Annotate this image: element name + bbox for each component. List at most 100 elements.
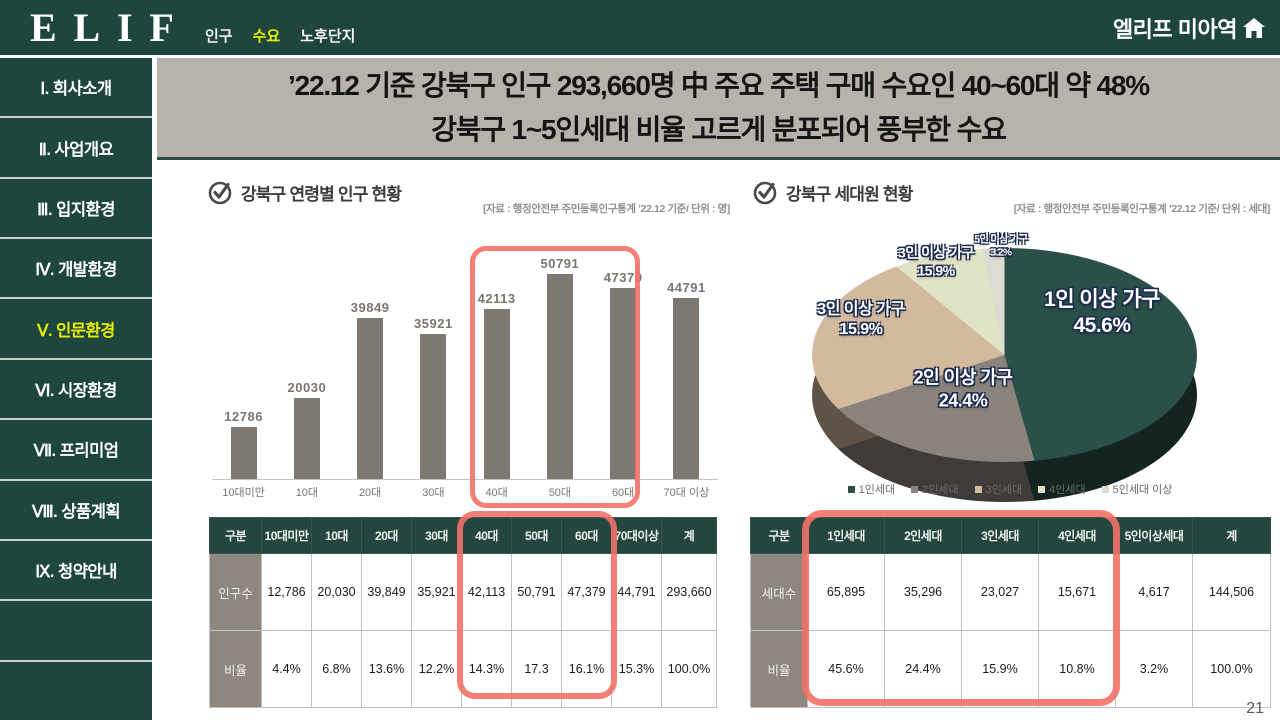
cell: 24.4% <box>884 630 962 708</box>
x-tick-label: 40대 <box>485 487 508 499</box>
cell: 44,791 <box>611 553 662 631</box>
pie-label-5: 5인 이상 가구 3.2% <box>974 234 1028 259</box>
cell: 12,786 <box>261 553 312 631</box>
top-nav: 인구 수요 노후단지 <box>205 25 355 46</box>
cell: 100.0% <box>661 630 717 708</box>
cell: 20,030 <box>311 553 362 631</box>
bar-slot: 44791 <box>655 280 718 479</box>
col-header: 4인세대 <box>1038 517 1116 554</box>
col-header: 40대 <box>461 517 512 554</box>
household-pie-chart <box>812 248 1197 506</box>
top-bar: ELIF 인구 수요 노후단지 엘리프 미아역 <box>0 0 1280 55</box>
bar <box>420 334 447 479</box>
top-nav-ingu[interactable]: 인구 <box>205 28 233 45</box>
pie-label-4: 3인 이상 가구 15.9% <box>898 244 974 279</box>
home-icon <box>1243 17 1265 38</box>
cell: 4.4% <box>261 630 312 708</box>
cell: 45.6% <box>807 630 885 708</box>
x-tick-label: 50대 <box>548 487 572 499</box>
table-row: 인구수 12,786 20,030 39,849 35,921 42,113 5… <box>209 553 717 631</box>
pie-label-1: 1인 이상 가구 45.6% <box>1044 287 1160 337</box>
headline-band: ’22.12 기준 강북구 인구 293,660명 中 주요 주택 구매 수요인… <box>157 58 1280 160</box>
cell: 17.3 <box>511 630 562 708</box>
sidebar-item-company[interactable]: Ⅰ. 회사소개 <box>0 58 152 119</box>
col-header: 계 <box>1192 517 1271 554</box>
cell: 144,506 <box>1192 553 1271 631</box>
legend-swatch <box>911 485 919 493</box>
col-header: 10대 <box>311 517 362 554</box>
table-row: 세대수 65,895 35,296 23,027 15,671 4,617 14… <box>750 553 1271 631</box>
x-tick-label: 60대 <box>611 487 635 499</box>
pie-label-2: 2인 이상 가구 24.4% <box>913 367 1013 411</box>
col-header: 3인세대 <box>961 517 1039 554</box>
bar-slot: 50791 <box>528 256 591 479</box>
bar-value-label: 35921 <box>414 316 453 331</box>
age-population-bar-chart: 12786 20030 39849 35921 42113 50791 4737… <box>212 242 718 480</box>
table-header-row: 구분 10대미만 10대 20대 30대 40대 50대 60대 70대이상 계 <box>209 517 717 554</box>
left-source-note: [자료 : 행정안전부 주민등록인구통계 ’22.12 기준/ 단위 : 명] <box>482 203 730 215</box>
x-tick-label: 70대 이상 <box>663 487 710 499</box>
legend-swatch <box>1038 485 1046 493</box>
page-number: 21 <box>1246 700 1264 717</box>
cell: 12.2% <box>411 630 462 708</box>
bar-slot: 20030 <box>275 380 338 479</box>
col-header: 5인이상세대 <box>1115 517 1193 554</box>
pie-label-3: 3인 이상 가구 15.9% <box>817 301 905 338</box>
cell: 15.3% <box>611 630 662 708</box>
col-header: 계 <box>661 517 717 554</box>
top-nav-nohudanji[interactable]: 노후단지 <box>300 28 356 45</box>
bar-value-label: 39849 <box>350 300 390 315</box>
right-section-title: 강북구 세대원 현황 <box>786 184 913 204</box>
cell: 65,895 <box>807 553 885 631</box>
sidebar-item-location[interactable]: Ⅲ. 입지환경 <box>0 179 152 240</box>
bar <box>610 288 637 479</box>
sidebar-item-market[interactable]: Ⅵ. 시장환경 <box>0 360 152 421</box>
bar-slot: 47379 <box>592 270 655 479</box>
cell: 14.3% <box>461 630 512 708</box>
sidebar-item-development[interactable]: Ⅳ. 개발환경 <box>0 239 152 300</box>
col-header: 50대 <box>511 517 562 554</box>
sidebar-item-overview[interactable]: Ⅱ. 사업개요 <box>0 118 152 179</box>
row-label: 세대수 <box>750 553 808 631</box>
table-row: 비율 45.6% 24.4% 15.9% 10.8% 3.2% 100.0% <box>750 630 1271 708</box>
sidebar-item-product[interactable]: Ⅷ. 상품계획 <box>0 481 152 541</box>
sidebar-nav: Ⅰ. 회사소개 Ⅱ. 사업개요 Ⅲ. 입지환경 Ⅳ. 개발환경 Ⅴ. 인문환경 … <box>0 58 152 720</box>
check-circle-icon <box>208 181 232 205</box>
legend-swatch <box>847 485 855 493</box>
bar-slot: 39849 <box>339 300 402 479</box>
bar <box>483 309 510 479</box>
cell: 16.1% <box>561 630 612 708</box>
bar <box>546 274 573 479</box>
x-tick-label: 30대 <box>422 487 445 499</box>
left-section-title: 강북구 연령별 인구 현황 <box>241 184 402 204</box>
check-circle-icon <box>753 181 777 205</box>
bar-value-label: 42113 <box>477 291 516 306</box>
cell: 293,660 <box>661 553 717 631</box>
col-header: 구분 <box>209 517 262 554</box>
cell: 35,921 <box>411 553 462 631</box>
pie-top-layer <box>812 248 1197 462</box>
cell: 10.8% <box>1038 630 1116 708</box>
table-header-row: 구분 1인세대 2인세대 3인세대 4인세대 5인이상세대 계 <box>750 517 1271 554</box>
top-nav-suyo[interactable]: 수요 <box>252 28 281 45</box>
sidebar-item-subscription[interactable]: Ⅸ. 청약안내 <box>0 541 152 602</box>
bar-slot: 42113 <box>465 291 528 479</box>
cell: 100.0% <box>1192 630 1271 708</box>
elif-logo: ELIF <box>30 5 191 50</box>
sidebar-item-premium[interactable]: Ⅶ. 프리미엄 <box>0 420 152 481</box>
bar <box>673 298 700 479</box>
col-header: 1인세대 <box>807 517 885 554</box>
sidebar-empty-cell <box>0 662 152 720</box>
legend-item: 5인세대 이상 <box>1101 481 1172 497</box>
bar-value-label: 44791 <box>667 280 706 295</box>
household-table: 구분 1인세대 2인세대 3인세대 4인세대 5인이상세대 계 세대수 65,8… <box>750 517 1271 708</box>
x-tick-label: 10대미만 <box>222 487 265 499</box>
bar-value-label: 50791 <box>540 256 580 271</box>
cell: 15,671 <box>1038 553 1116 631</box>
row-label: 인구수 <box>209 553 262 631</box>
sidebar-item-humanities[interactable]: Ⅴ. 인문환경 <box>0 299 152 360</box>
bar-slot: 12786 <box>212 409 275 479</box>
col-header: 30대 <box>411 517 462 554</box>
col-header: 60대 <box>561 517 612 554</box>
